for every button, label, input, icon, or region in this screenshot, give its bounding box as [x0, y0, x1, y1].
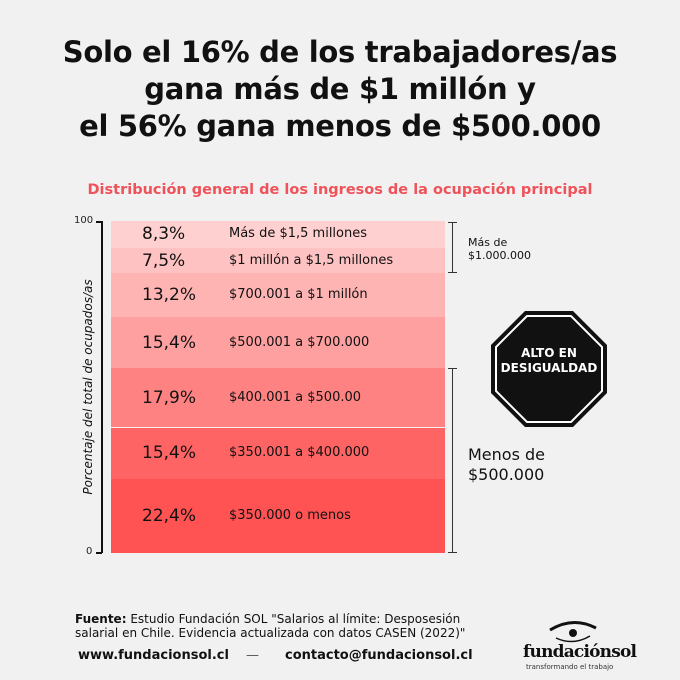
y-axis-label: Porcentaje del total de ocupados/as [81, 279, 95, 495]
y-tick-100: 100 [74, 215, 94, 226]
logo-name: fundaciónsol [523, 642, 637, 662]
source-label: Fuente: [75, 612, 127, 626]
chart-title: Distribución general de los ingresos de … [87, 182, 593, 198]
value-label: 15,4% [142, 332, 197, 353]
website-link[interactable]: www.fundacionsol.cl [78, 648, 229, 663]
stop-line: DESIGUALDAD [500, 361, 598, 375]
category-label: $350.001 a $400.000 [229, 445, 370, 461]
annotation-line: Menos de [468, 445, 545, 464]
separator: — [246, 648, 259, 663]
annotation-line: $500.000 [468, 465, 545, 484]
logo-tagline: transformando el trabajo [526, 663, 614, 671]
annotation-line: $1.000.000 [468, 249, 531, 262]
stop-sign-text: ALTO EN DESIGUALDAD [490, 346, 608, 376]
source-text: Estudio Fundación SOL "Salarios al límit… [75, 612, 466, 640]
value-label: 22,4% [142, 505, 197, 526]
email-link[interactable]: contacto@fundacionsol.cl [285, 648, 473, 663]
value-label: 17,9% [142, 387, 197, 408]
bar-segment: 15,4% $350.001 a $400.000 [111, 427, 445, 479]
bar-segment: 8,3% Más de $1,5 millones [111, 220, 445, 249]
bar-segment: 17,9% $400.001 a $500.00 [111, 368, 445, 428]
category-label: $1 millón a $1,5 millones [229, 252, 394, 268]
value-label: 15,4% [142, 443, 197, 464]
bar-segment: 7,5% $1 millón a $1,5 millones [111, 248, 445, 274]
title-line: el 56% gana menos de $500.000 [79, 109, 601, 143]
value-label: 13,2% [142, 285, 197, 306]
y-axis-tick [96, 552, 102, 554]
stop-sign-icon [491, 311, 607, 427]
value-label: 8,3% [142, 224, 186, 245]
lower-annotation: Menos de $500.000 [468, 445, 545, 485]
source-note: Fuente: Estudio Fundación SOL "Salarios … [75, 612, 495, 640]
category-label: $700.001 a $1 millón [229, 287, 368, 303]
y-tick-0: 0 [86, 546, 93, 557]
upper-bracket [448, 222, 457, 273]
value-label: 7,5% [142, 250, 186, 271]
annotation-line: Más de [468, 236, 508, 249]
stop-line: ALTO EN [521, 346, 577, 360]
y-axis [101, 221, 103, 553]
bar-segment: 13,2% $700.001 a $1 millón [111, 273, 445, 317]
category-label: $500.001 a $700.000 [229, 334, 370, 350]
upper-annotation: Más de $1.000.000 [468, 236, 531, 262]
title-line: Solo el 16% de los trabajadores/as [62, 35, 618, 69]
category-label: $350.000 o menos [229, 507, 351, 523]
bar-segment: 22,4% $350.000 o menos [111, 478, 445, 553]
page-title: Solo el 16% de los trabajadores/as gana … [0, 34, 680, 145]
bar-segment: 15,4% $500.001 a $700.000 [111, 316, 445, 369]
y-axis-tick [96, 221, 102, 223]
eye-icon [549, 621, 597, 643]
title-line: gana más de $1 millón y [144, 72, 536, 106]
category-label: Más de $1,5 millones [229, 226, 368, 242]
lower-bracket [448, 368, 457, 553]
category-label: $400.001 a $500.00 [229, 389, 362, 405]
